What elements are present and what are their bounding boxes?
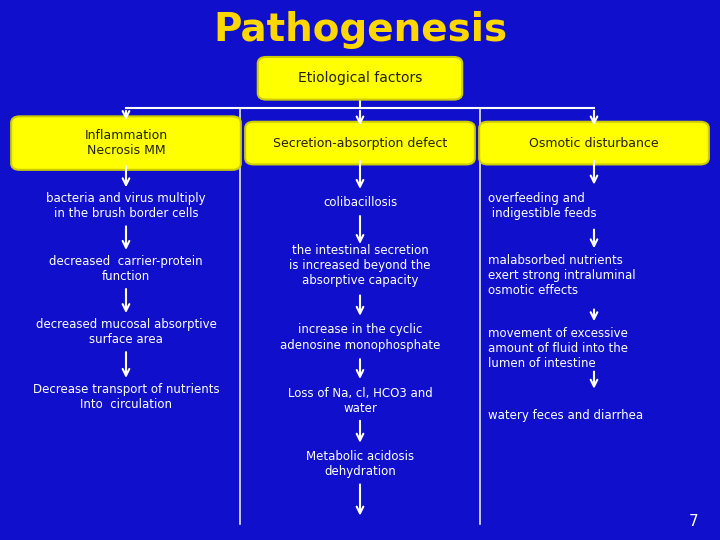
FancyBboxPatch shape [480,122,708,164]
Text: decreased  carrier-protein
function: decreased carrier-protein function [49,255,203,283]
Text: watery feces and diarrhea: watery feces and diarrhea [488,409,643,422]
Text: increase in the cyclic
adenosine monophosphate: increase in the cyclic adenosine monopho… [280,323,440,352]
Text: 7: 7 [689,514,698,529]
FancyBboxPatch shape [245,122,475,164]
Text: Loss of Na, cl, HCO3 and
water: Loss of Na, cl, HCO3 and water [287,387,433,415]
Text: malabsorbed nutrients
exert strong intraluminal
osmotic effects: malabsorbed nutrients exert strong intra… [488,254,636,297]
Text: overfeeding and
 indigestible feeds: overfeeding and indigestible feeds [488,192,597,220]
Text: bacteria and virus multiply
in the brush border cells: bacteria and virus multiply in the brush… [46,192,206,220]
Text: Decrease transport of nutrients
Into  circulation: Decrease transport of nutrients Into cir… [32,383,220,411]
FancyBboxPatch shape [258,57,462,99]
Text: colibacillosis: colibacillosis [323,196,397,209]
FancyBboxPatch shape [11,117,240,170]
Text: Pathogenesis: Pathogenesis [213,11,507,49]
Text: Inflammation
Necrosis MM: Inflammation Necrosis MM [84,129,168,157]
Text: Osmotic disturbance: Osmotic disturbance [529,137,659,150]
Text: the intestinal secretion
is increased beyond the
absorptive capacity: the intestinal secretion is increased be… [289,244,431,287]
Text: movement of excessive
amount of fluid into the
lumen of intestine: movement of excessive amount of fluid in… [488,327,628,370]
Text: Metabolic acidosis
dehydration: Metabolic acidosis dehydration [306,450,414,478]
Text: Etiological factors: Etiological factors [298,71,422,85]
Text: decreased mucosal absorptive
surface area: decreased mucosal absorptive surface are… [35,318,217,346]
Text: Secretion-absorption defect: Secretion-absorption defect [273,137,447,150]
